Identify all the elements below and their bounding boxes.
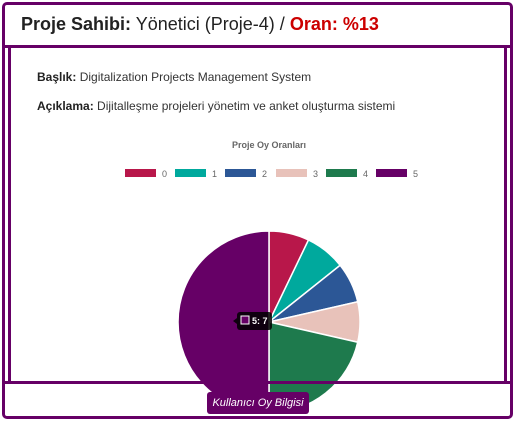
legend-swatch-2[interactable]	[225, 169, 256, 177]
legend-swatch-1[interactable]	[175, 169, 206, 177]
legend-swatch-4[interactable]	[326, 169, 357, 177]
legend-label-4[interactable]: 4	[363, 169, 368, 179]
legend-label-5[interactable]: 5	[413, 169, 418, 179]
tooltip-swatch	[241, 316, 249, 324]
legend-label-3[interactable]: 3	[313, 169, 318, 179]
owner-label: Proje Sahibi:	[21, 14, 131, 34]
project-title-row: Başlık: Digitalization Projects Manageme…	[37, 70, 311, 84]
project-description-value: Dijitalleşme projeleri yönetim ve anket …	[97, 99, 395, 113]
project-title-value: Digitalization Projects Management Syste…	[80, 70, 311, 84]
legend-label-2[interactable]: 2	[262, 169, 267, 179]
title-separator: /	[280, 14, 285, 34]
chart-legend: 0 1 2 3 4 5	[125, 169, 418, 179]
project-description-row: Açıklama: Dijitalleşme projeleri yönetim…	[37, 99, 395, 113]
legend-label-0[interactable]: 0	[162, 169, 167, 179]
page-title: Proje Sahibi: Yönetici (Proje-4) / Oran:…	[21, 14, 379, 35]
ratio-text: Oran: %13	[290, 14, 379, 34]
legend-swatch-3[interactable]	[276, 169, 307, 177]
card-body: Başlık: Digitalization Projects Manageme…	[8, 48, 507, 381]
card-header: Proje Sahibi: Yönetici (Proje-4) / Oran:…	[5, 5, 510, 48]
owner-value: Yönetici (Proje-4)	[136, 14, 275, 34]
project-card: Proje Sahibi: Yönetici (Proje-4) / Oran:…	[2, 2, 513, 419]
user-vote-info-button[interactable]: Kullanıcı Oy Bilgisi	[207, 392, 309, 414]
legend-label-1[interactable]: 1	[212, 169, 217, 179]
card-footer: Kullanıcı Oy Bilgisi	[5, 381, 510, 419]
project-description-label: Açıklama:	[37, 99, 94, 113]
tooltip-text: 5: 7	[252, 316, 268, 326]
project-title-label: Başlık:	[37, 70, 76, 84]
chart-tooltip: 5: 7	[233, 312, 272, 330]
vote-pie-chart: Proje Oy Oranları 0 1 2 3 4 5 5: 7	[8, 132, 506, 382]
chart-title: Proje Oy Oranları	[232, 140, 306, 150]
legend-swatch-5[interactable]	[376, 169, 407, 177]
legend-swatch-0[interactable]	[125, 169, 156, 177]
